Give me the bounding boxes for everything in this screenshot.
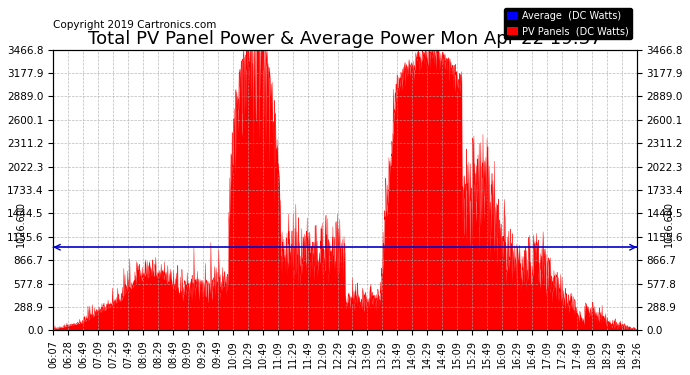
- Title: Total PV Panel Power & Average Power Mon Apr 22 19:37: Total PV Panel Power & Average Power Mon…: [88, 30, 602, 48]
- Text: 1026.600: 1026.600: [16, 201, 26, 247]
- Text: Copyright 2019 Cartronics.com: Copyright 2019 Cartronics.com: [53, 20, 217, 30]
- Text: 1026.600: 1026.600: [664, 201, 674, 247]
- Legend: Average  (DC Watts), PV Panels  (DC Watts): Average (DC Watts), PV Panels (DC Watts): [504, 8, 632, 39]
